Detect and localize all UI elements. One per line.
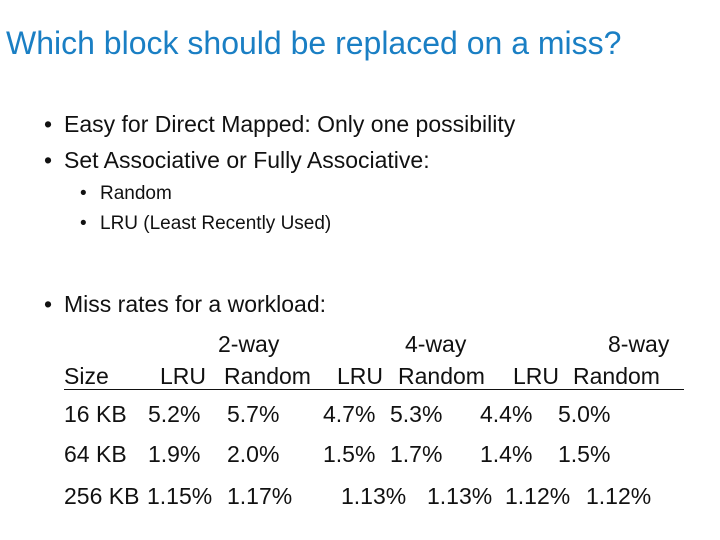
- cell-value: 1.13%: [341, 483, 407, 509]
- cell-value: 1.4%: [480, 441, 533, 467]
- table-column-header-row: Size LRU Random LRU Random LRU Random: [0, 359, 720, 393]
- cell-value: 4.7%: [323, 401, 376, 427]
- cell-value: 1.15%: [147, 483, 213, 509]
- column-header: Random: [398, 363, 485, 389]
- cell-value: 1.7%: [390, 441, 443, 467]
- cell-value: 1.5%: [323, 441, 376, 467]
- cell-value: 5.7%: [227, 401, 280, 427]
- column-header: LRU: [160, 363, 207, 389]
- cell-value: 5.0%: [558, 401, 611, 427]
- column-header: LRU: [513, 363, 560, 389]
- bullet-direct-mapped: • Easy for Direct Mapped: Only one possib…: [44, 110, 515, 138]
- cell-value: 1.5%: [558, 441, 611, 467]
- column-header-size: Size: [64, 363, 109, 389]
- sub-bullet-marker: •: [80, 213, 87, 234]
- sub-bullet-random: • Random: [80, 182, 172, 206]
- sub-bullet-text: LRU (Least Recently Used): [100, 213, 332, 234]
- cell-value: 1.17%: [227, 483, 293, 509]
- column-header: Random: [224, 363, 311, 389]
- way-header: 2-way: [218, 331, 280, 357]
- slide-title: Which block should be replaced on a miss…: [6, 25, 622, 61]
- sub-bullet-text: Random: [100, 183, 172, 204]
- cell-value: 2.0%: [227, 441, 280, 467]
- cell-value: 5.2%: [148, 401, 201, 427]
- bullet-marker: •: [44, 111, 53, 137]
- way-header: 4-way: [405, 331, 467, 357]
- bullet-set-associative: • Set Associative or Fully Associative:: [44, 146, 430, 174]
- cell-size: 64 KB: [64, 441, 127, 467]
- table-row: 16 KB 5.2% 5.7% 4.7% 5.3% 4.4% 5.0%: [0, 397, 720, 431]
- bullet-text: Miss rates for a workload:: [64, 291, 327, 317]
- bullet-text: Set Associative or Fully Associative:: [64, 147, 430, 173]
- column-header: Random: [573, 363, 660, 389]
- cell-value: 5.3%: [390, 401, 443, 427]
- sub-bullet-lru: • LRU (Least Recently Used): [80, 212, 331, 236]
- cell-size: 256 KB: [64, 483, 140, 509]
- bullet-marker: •: [44, 291, 53, 317]
- cell-value: 1.13%: [427, 483, 493, 509]
- table-row: 256 KB 1.15% 1.17% 1.13% 1.13% 1.12% 1.1…: [0, 479, 720, 513]
- sub-bullet-marker: •: [80, 183, 87, 204]
- way-header: 8-way: [608, 331, 670, 357]
- bullet-miss-rates: • Miss rates for a workload:: [44, 290, 326, 318]
- column-header: LRU: [337, 363, 384, 389]
- cell-value: 1.12%: [586, 483, 652, 509]
- cell-value: 1.9%: [148, 441, 201, 467]
- table-row: 64 KB 1.9% 2.0% 1.5% 1.7% 1.4% 1.5%: [0, 437, 720, 471]
- bullet-marker: •: [44, 147, 53, 173]
- header-underline: [64, 389, 684, 390]
- cell-value: 4.4%: [480, 401, 533, 427]
- bullet-text: Easy for Direct Mapped: Only one possibi…: [64, 111, 516, 137]
- table-way-header-row: 2-way 4-way 8-way: [0, 327, 720, 361]
- cell-value: 1.12%: [505, 483, 571, 509]
- cell-size: 16 KB: [64, 401, 127, 427]
